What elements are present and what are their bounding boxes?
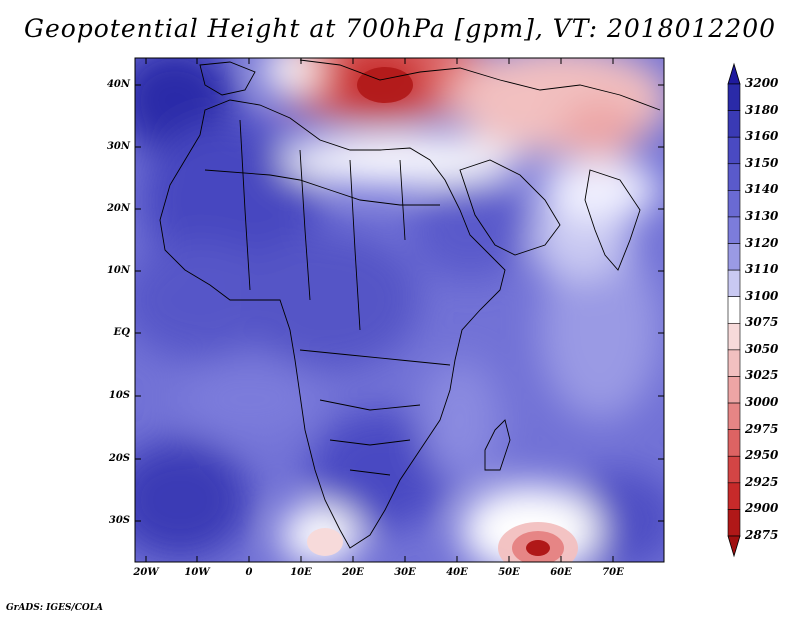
colorbar-arrow-bottom — [727, 535, 741, 558]
colorbar-arrow-top — [727, 62, 741, 85]
colorbar-label: 3075 — [745, 315, 779, 330]
coastlines — [159, 59, 661, 549]
colorbar-segment — [727, 243, 741, 271]
colorbar-label: 3200 — [745, 76, 779, 90]
colorbar-label: 2975 — [745, 421, 779, 436]
height-field — [135, 58, 664, 562]
colorbar-segment — [727, 110, 741, 138]
colorbar-label: 3130 — [745, 208, 779, 223]
lon-label-70e: 70E — [602, 567, 624, 578]
lat-label-10s: 10S — [108, 390, 130, 401]
lat-label-20s: 20S — [108, 453, 130, 464]
colorbar-segment — [727, 136, 741, 165]
colorbar-label: 3120 — [745, 235, 779, 250]
colorbar-segment — [727, 322, 741, 351]
colorbar-segment — [727, 83, 741, 111]
colorbar-label: 3160 — [745, 129, 779, 144]
colorbar-label: 3000 — [745, 395, 779, 410]
colorbar-segment — [727, 376, 741, 404]
lon-label-10e: 10E — [290, 567, 312, 578]
colorbar-segment — [727, 509, 741, 537]
lat-label-30n: 30N — [106, 141, 130, 152]
colorbar-segment — [727, 296, 741, 324]
colorbar-label: 3025 — [745, 368, 779, 383]
colorbar — [727, 62, 741, 558]
colorbar-segment — [727, 349, 741, 377]
lat-label-30s: 30S — [108, 515, 130, 526]
map-frame — [134, 57, 665, 563]
lon-label-10w: 10W — [184, 567, 210, 578]
colorbar-label: 3140 — [745, 182, 779, 197]
lon-label-40e: 40E — [446, 567, 468, 578]
lon-label-20e: 20E — [342, 567, 364, 578]
map-title: Geopotential Height at 700hPa [gpm], VT:… — [23, 14, 777, 43]
lon-label-60e: 60E — [550, 567, 572, 578]
lon-label-30e: 30E — [394, 567, 416, 578]
colorbar-label: 2900 — [745, 501, 779, 516]
colorbar-segment — [727, 402, 741, 430]
colorbar-segment — [727, 482, 741, 510]
lon-label-20w: 20W — [133, 567, 159, 578]
colorbar-label: 2875 — [745, 528, 779, 542]
lon-label-0: 0 — [245, 567, 253, 578]
lat-label-10n: 10N — [106, 265, 130, 276]
lat-label-20n: 20N — [106, 203, 130, 214]
colorbar-segment — [727, 190, 741, 218]
colorbar-segment — [727, 429, 741, 457]
lon-label-50e: 50E — [498, 567, 520, 578]
lat-label-40n: 40N — [106, 79, 130, 90]
credit-text: GrADS: IGES/COLA — [6, 603, 104, 613]
colorbar-segment — [727, 455, 741, 484]
colorbar-label: 3150 — [745, 155, 779, 170]
colorbar-label: 3110 — [745, 262, 779, 277]
colorbar-segment — [727, 269, 741, 298]
colorbar-label: 3100 — [745, 288, 779, 303]
colorbar-label: 2950 — [745, 448, 779, 463]
colorbar-segment — [727, 216, 741, 244]
colorbar-label: 2925 — [745, 474, 779, 489]
colorbar-label: 3180 — [745, 102, 779, 117]
lat-label-eq: EQ — [113, 327, 130, 338]
colorbar-segment — [727, 163, 741, 191]
colorbar-label: 3050 — [745, 341, 779, 356]
axis-ticks — [135, 58, 664, 562]
